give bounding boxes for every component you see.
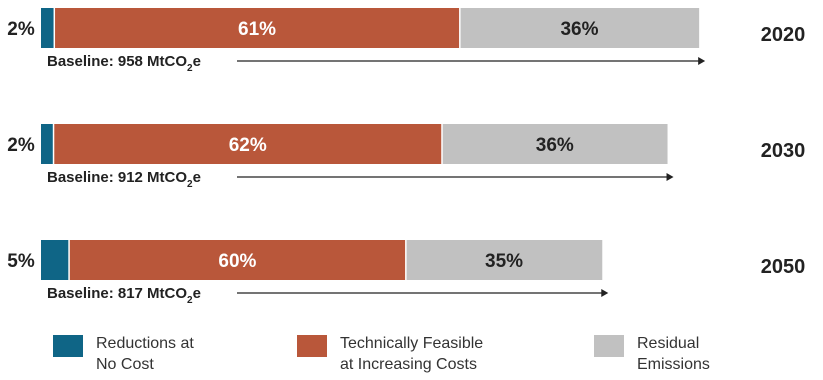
legend-label-line: at Increasing Costs [340,354,483,375]
legend-label: Technically Feasible at Increasing Costs [340,333,483,375]
year-label: 2030 [761,140,806,162]
data-label: 62% [229,135,267,156]
baseline-arrowhead [667,173,674,181]
year-label: 2050 [761,256,806,278]
baseline-label: Baseline: 912 MtCO2e [47,169,201,190]
data-label: 36% [536,135,574,156]
baseline-suffix: e [193,53,201,70]
baseline-label: Baseline: 958 MtCO2e [47,53,201,74]
legend-swatch [53,335,83,357]
legend-item: Technically Feasible at Increasing Costs [297,333,483,375]
legend-label: Reductions at No Cost [96,333,194,375]
legend-swatch [297,335,327,357]
data-label: 61% [238,19,276,40]
data-label: 60% [218,251,256,272]
legend-label-line: Emissions [637,354,710,375]
baseline-suffix: e [193,169,201,186]
data-label: 2% [7,135,35,156]
baseline-label: Baseline: 817 MtCO2e [47,285,201,306]
data-label: 5% [7,251,35,272]
bar-segment [41,124,54,164]
baseline-suffix: e [193,285,201,302]
baseline-arrowhead [698,57,705,65]
data-label: 2% [7,19,35,40]
legend-item: Residual Emissions [594,333,710,375]
legend-swatch [594,335,624,357]
legend-label-line: Technically Feasible [340,333,483,354]
legend-label-line: No Cost [96,354,194,375]
baseline-arrowhead [601,289,608,297]
bar-segment [41,240,69,280]
legend-label-line: Reductions at [96,333,194,354]
data-label: 35% [485,251,523,272]
legend-label-line: Residual [637,333,710,354]
legend-item: Reductions at No Cost [53,333,194,375]
year-label: 2020 [761,24,806,46]
data-label: 36% [560,19,598,40]
bar-segment [41,8,54,48]
legend-label: Residual Emissions [637,333,710,375]
